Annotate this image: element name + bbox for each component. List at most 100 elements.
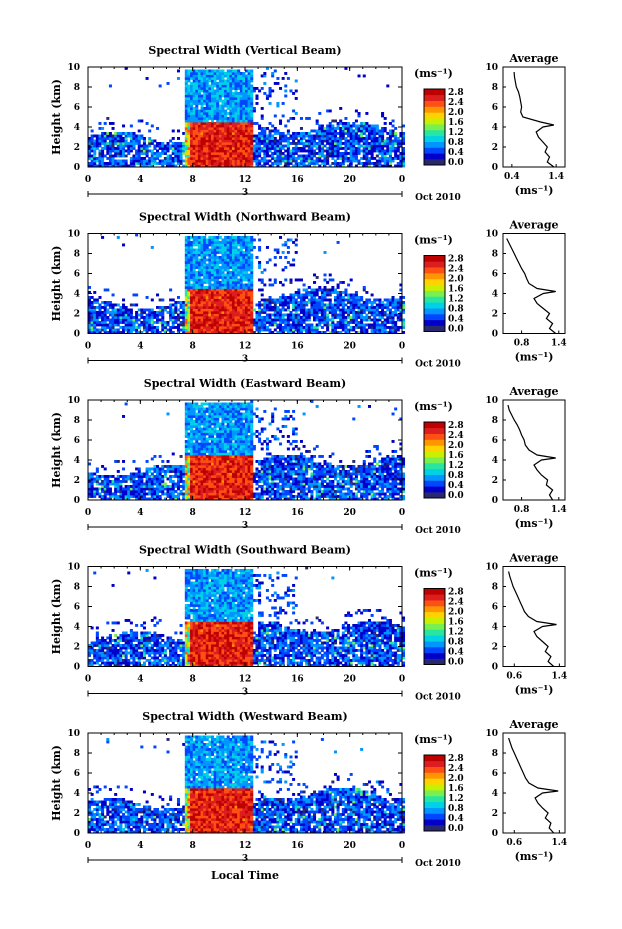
heatmap-cell — [286, 313, 290, 317]
heatmap-cell — [250, 164, 254, 168]
heatmap-cell — [242, 79, 246, 83]
heatmap-cell — [224, 134, 228, 138]
heatmap-cell — [349, 157, 353, 160]
heatmap-cell — [284, 72, 288, 75]
heatmap-cell — [176, 137, 180, 140]
heatmap-cell — [242, 321, 246, 324]
profile-frame — [502, 66, 566, 168]
heatmap-cell — [95, 475, 99, 478]
heatmap-cell — [268, 164, 272, 168]
heatmap-cell — [197, 253, 201, 257]
heatmap-cell — [122, 164, 126, 168]
heatmap-cell — [341, 321, 345, 324]
heatmap-cell — [93, 144, 97, 148]
heatmap-cell — [344, 303, 348, 307]
heatmap-cell — [294, 251, 298, 254]
heatmap-cell — [140, 164, 144, 168]
heatmap-cell — [341, 129, 345, 133]
heatmap-cell — [218, 129, 222, 133]
heatmap-cell — [195, 278, 199, 282]
heatmap-cell — [153, 487, 157, 491]
heatmap-cell — [237, 236, 241, 239]
heatmap-cell — [242, 318, 246, 322]
heatmap-cell — [242, 87, 246, 90]
heatmap-cell — [367, 159, 371, 163]
heatmap-cell — [260, 311, 264, 314]
heatmap-cell — [344, 137, 348, 140]
heatmap-cell — [367, 298, 371, 302]
heatmap-cell — [187, 286, 191, 289]
heatmap-cell — [239, 117, 243, 120]
heatmap-cell — [218, 164, 222, 168]
heatmap-cell — [294, 323, 298, 327]
heatmap-cell — [333, 164, 337, 168]
heatmap-cell — [106, 137, 110, 140]
heatmap-cell — [187, 164, 191, 168]
heatmap-cell — [370, 134, 374, 138]
heatmap-cell — [114, 142, 118, 145]
heatmap-cell — [370, 144, 374, 148]
heatmap-cell — [95, 477, 99, 481]
colorbar-segment — [424, 325, 445, 332]
heatmap-cell — [229, 328, 233, 332]
heatmap-cell — [111, 134, 115, 138]
heatmap-cell — [231, 122, 235, 125]
heatmap-cell — [242, 104, 246, 108]
heatmap-cell — [299, 306, 303, 309]
heatmap-cell — [124, 318, 128, 322]
heatmap-cell — [237, 152, 241, 155]
heatmap-cell — [205, 147, 209, 150]
heatmap-cell — [381, 303, 385, 307]
heatmap-cell — [213, 281, 217, 284]
heatmap-cell — [218, 241, 222, 244]
heatmap-cell — [150, 124, 154, 128]
colorbar-segment — [424, 129, 445, 137]
heatmap-cell — [208, 92, 212, 95]
heatmap-cell — [221, 144, 225, 148]
heatmap-cell — [176, 301, 180, 304]
heatmap-cell — [192, 298, 196, 302]
heatmap-cell — [318, 321, 322, 324]
heatmap-cell — [103, 331, 107, 334]
heatmap-cell — [357, 152, 361, 155]
heatmap-cell — [276, 152, 280, 155]
heatmap-cell — [294, 303, 298, 307]
heatmap-cell — [224, 263, 228, 267]
heatmap-cell — [320, 137, 324, 140]
heatmap-cell — [234, 306, 238, 309]
heatmap-cell — [239, 321, 243, 324]
heatmap-cell — [234, 268, 238, 272]
heatmap-cell — [328, 331, 332, 334]
heatmap-cell — [221, 132, 225, 135]
heatmap-cell — [153, 316, 157, 319]
heatmap-cell — [399, 152, 403, 155]
heatmap-cell — [237, 258, 241, 262]
heatmap-cell — [386, 313, 390, 317]
heatmap-cell — [273, 139, 277, 143]
heatmap-cell — [239, 74, 243, 78]
heatmap-cell — [210, 308, 214, 312]
heatmap-cell — [210, 162, 214, 165]
heatmap-cell — [276, 139, 280, 143]
heatmap-cell — [273, 69, 277, 73]
heatmap-cell — [101, 321, 105, 324]
heatmap-cell — [218, 119, 222, 123]
heatmap-cell — [226, 316, 230, 319]
heatmap-cell — [396, 318, 400, 322]
x-tick-label: 12 — [239, 175, 252, 185]
heatmap-cell — [203, 301, 207, 304]
heatmap-cell — [258, 154, 262, 158]
heatmap-cell — [247, 276, 251, 279]
heatmap-cell — [216, 132, 220, 135]
heatmap-cell — [200, 89, 204, 93]
profile-y-tick-label: 4 — [492, 290, 498, 300]
heatmap-cell — [127, 313, 131, 317]
heatmap-cell — [354, 164, 358, 168]
heatmap-cell — [182, 301, 186, 304]
heatmap-cell — [195, 122, 199, 125]
heatmap-cell — [213, 331, 217, 334]
heatmap-cell — [247, 139, 251, 143]
heatmap-cell — [171, 313, 175, 317]
heatmap-cell — [279, 87, 283, 90]
heatmap-cell — [250, 313, 254, 317]
